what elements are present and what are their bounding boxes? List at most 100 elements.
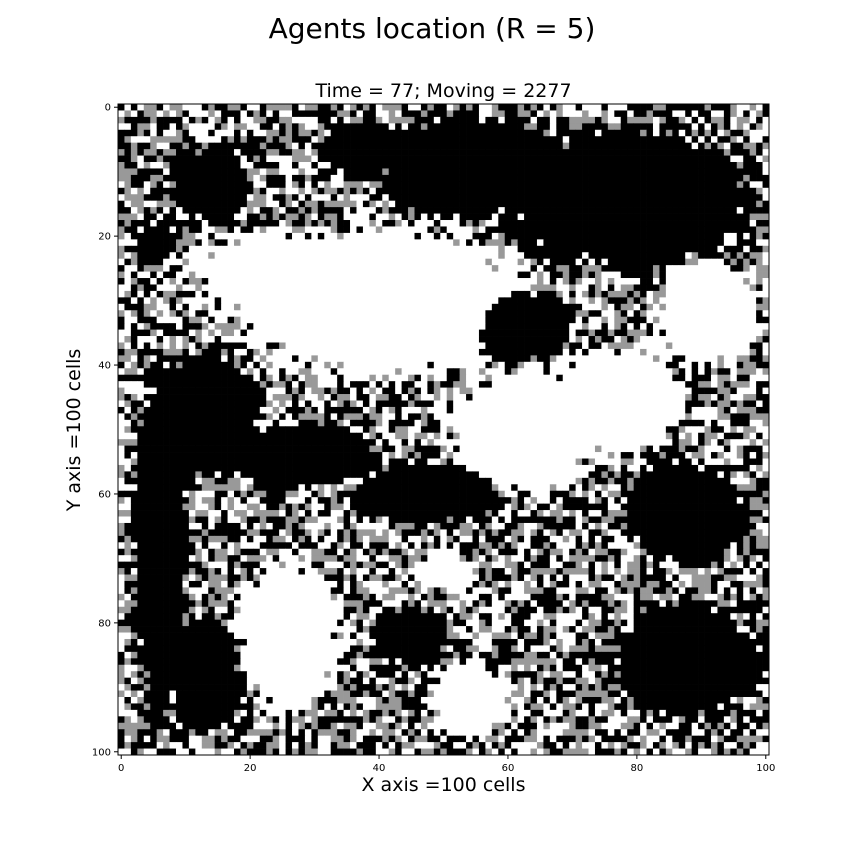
heatmap-cell (530, 123, 538, 131)
heatmap-cell (678, 342, 686, 350)
heatmap-cell (517, 284, 525, 292)
heatmap-cell (698, 368, 705, 376)
heatmap-cell (601, 303, 609, 311)
heatmap-cell (491, 168, 499, 176)
heatmap-cell (717, 323, 725, 330)
heatmap-cell (285, 284, 293, 292)
heatmap-cell (317, 136, 325, 144)
heatmap-cell (723, 155, 731, 163)
heatmap-cell (478, 187, 486, 195)
heatmap-cell (607, 123, 615, 131)
heatmap-cell (736, 168, 744, 176)
heatmap-cell (279, 310, 286, 318)
heatmap-cell (511, 400, 518, 408)
heatmap-cell (646, 413, 654, 421)
heatmap-cell (485, 149, 493, 156)
heatmap-cell (408, 220, 415, 227)
heatmap-cell (530, 297, 538, 305)
heatmap-cell (253, 297, 261, 305)
heatmap-cell (478, 220, 486, 227)
heatmap-cell (730, 406, 738, 414)
heatmap-cell (466, 381, 473, 388)
heatmap-cell (472, 181, 480, 189)
heatmap-cell (536, 174, 544, 182)
heatmap-cell (536, 355, 544, 363)
heatmap-cell (266, 142, 274, 150)
heatmap-cell (627, 303, 634, 311)
heatmap-cell (362, 220, 370, 227)
heatmap-cell (536, 278, 544, 285)
heatmap-cell (375, 419, 383, 427)
heatmap-cell (543, 278, 551, 285)
heatmap-cell (459, 265, 467, 272)
heatmap-cell (317, 142, 325, 150)
heatmap-cell (440, 239, 448, 247)
heatmap-cell (730, 413, 738, 421)
heatmap-cell (646, 355, 654, 363)
heatmap-cell (440, 187, 448, 195)
heatmap-cell (756, 387, 763, 395)
heatmap-cell (343, 374, 351, 382)
heatmap-cell (582, 368, 589, 376)
heatmap-cell (137, 400, 145, 408)
heatmap-cell (723, 374, 731, 382)
heatmap-cell (311, 374, 319, 382)
heatmap-cell (549, 348, 557, 356)
heatmap-cell (433, 387, 441, 395)
heatmap-cell (665, 213, 673, 221)
heatmap-cell (646, 387, 654, 395)
heatmap-cell (614, 232, 622, 240)
heatmap-cell (292, 329, 299, 337)
heatmap-cell (214, 258, 222, 266)
heatmap-cell (453, 232, 460, 240)
heatmap-cell (730, 116, 738, 124)
heatmap-cell (614, 374, 622, 382)
heatmap-cell (420, 381, 428, 388)
heatmap-cell (234, 290, 241, 298)
heatmap-cell (356, 387, 364, 395)
heatmap-cell (498, 297, 506, 305)
heatmap-cell (536, 394, 544, 401)
heatmap-cell (504, 297, 512, 305)
heatmap-cell (130, 381, 138, 388)
heatmap-cell (156, 355, 164, 363)
heatmap-cell (646, 187, 654, 195)
heatmap-cell (491, 110, 499, 118)
heatmap-cell (685, 123, 693, 131)
heatmap-cell (524, 200, 531, 208)
heatmap-cell (504, 200, 512, 208)
heatmap-cell (272, 374, 280, 382)
heatmap-cell (530, 348, 538, 356)
heatmap-cell (330, 232, 338, 240)
heatmap-cell (446, 400, 454, 408)
heatmap-cell (678, 284, 686, 292)
heatmap-cell (633, 136, 641, 144)
heatmap-cell (150, 200, 158, 208)
heatmap-cell (607, 162, 615, 169)
heatmap-cell (375, 265, 383, 272)
heatmap-cell (678, 110, 686, 118)
heatmap-cell (234, 374, 241, 382)
heatmap-cell (227, 400, 235, 408)
heatmap-cell (240, 207, 248, 214)
heatmap-cell (698, 348, 705, 356)
heatmap-cell (582, 252, 589, 260)
heatmap-cell (440, 104, 448, 111)
heatmap-cell (382, 278, 390, 285)
heatmap-cell (176, 400, 183, 408)
heatmap-cell (234, 239, 241, 247)
heatmap-cell (665, 187, 673, 195)
heatmap-cell (543, 394, 551, 401)
heatmap-cell (130, 207, 138, 214)
heatmap-cell (201, 348, 209, 356)
heatmap-cell (582, 174, 589, 182)
heatmap-cell (511, 316, 518, 324)
heatmap-cell (143, 316, 151, 324)
heatmap-cell (150, 162, 158, 169)
heatmap-cell (285, 310, 293, 318)
heatmap-cell (594, 110, 602, 118)
heatmap-cell (350, 220, 357, 227)
heatmap-cell (395, 348, 402, 356)
heatmap-cell (343, 123, 351, 131)
heatmap-cell (408, 310, 415, 318)
